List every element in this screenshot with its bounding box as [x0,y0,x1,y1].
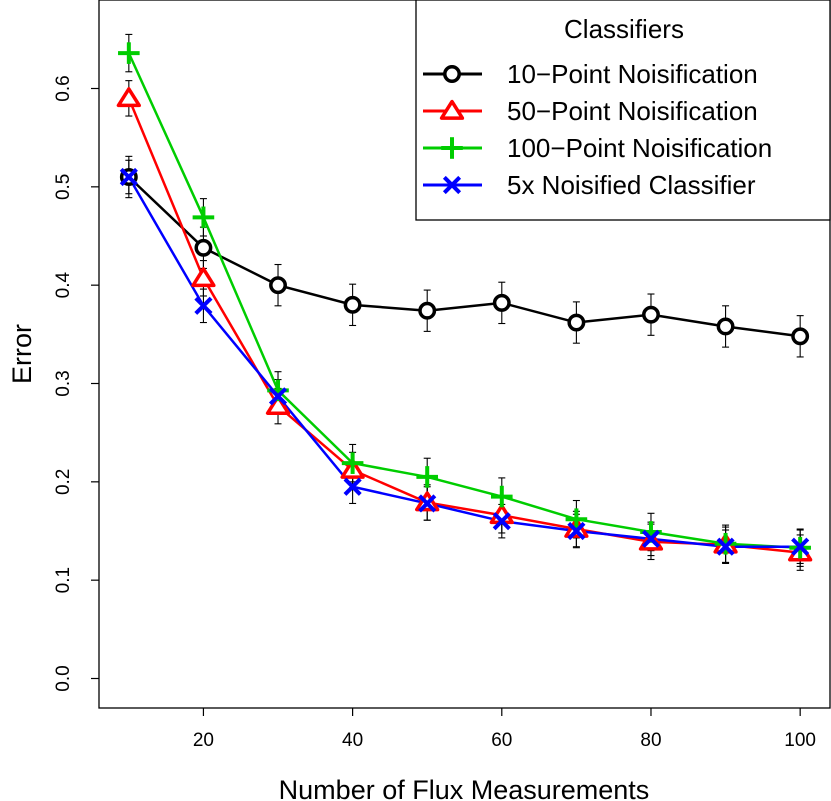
y-tick-label: 0.4 [53,272,74,299]
axes: 20 40 60 80 100 0.0 0.1 0.2 0.3 0.4 0.5 0.6 [53,75,816,751]
legend-label-100-point-noisification: 100−Point Noisification [507,133,772,163]
x-tick-label: 40 [342,730,363,751]
marker-circle [418,301,437,320]
point-100-point-noisification [192,206,215,229]
legend: Classifiers 10−Point Noisification 50−Poi… [415,0,831,221]
marker-circle [567,313,586,332]
point-50-point-noisification [116,87,141,108]
legend-item-100-point-noisification: 100−Point Noisification [423,133,772,163]
point-5x-noisified-classifier [567,521,586,541]
y-tick-label: 0.1 [53,567,74,593]
marker-x-b [567,521,586,541]
series-line-5x-noisified-classifier [127,176,801,548]
marker-circle [343,295,362,314]
series-line-100-point-noisification [127,52,801,549]
y-tick-label: 0.2 [53,469,74,495]
x-axis-label: Number of Flux Measurements [279,775,650,801]
marker-x-b [442,175,462,195]
legend-box [415,0,831,221]
point-10-point-noisification [269,276,287,295]
point-5x-noisified-classifier [343,477,362,496]
marker-x-b [716,537,735,556]
legend-item-50-point-noisification: 50−Point Noisification [423,96,758,126]
marker-x-b [119,167,138,187]
marker-x-b [641,529,661,548]
point-10-point-noisification [791,327,810,346]
point-100-point-noisification [341,452,364,474]
marker-circle [443,65,461,83]
point-5x-noisified-classifier [716,537,735,556]
plot-frame [98,0,831,709]
point-5x-noisified-classifier [268,387,288,406]
x-tick-label: 80 [640,730,661,751]
y-tick-label: 0.5 [53,174,74,200]
legend-marker-5x-noisified-classifier [442,175,462,195]
legend-marker-100-point-noisification [441,137,463,159]
y-tick-label: 0.0 [53,665,74,691]
marker-x-b [194,296,213,315]
y-axis-label: Error [7,324,37,384]
marker-x-b [418,494,437,513]
point-50-point-noisification [265,394,291,415]
x-tick-label: 60 [491,730,512,751]
point-5x-noisified-classifier [119,167,138,187]
point-5x-noisified-classifier [418,494,437,513]
point-100-point-noisification [118,42,140,64]
point-50-point-noisification [191,267,216,288]
point-5x-noisified-classifier [492,512,511,531]
x-tick-label: 20 [193,730,214,751]
legend-marker-50-point-noisification [439,99,465,120]
legend-title: Classifiers [564,14,684,44]
legend-label-5x-noisified-classifier: 5x Noisified Classifier [507,170,756,200]
series-markers [116,42,813,562]
marker-circle [194,238,213,257]
marker-triangle [191,267,216,288]
point-10-point-noisification [492,293,511,312]
point-100-point-noisification [416,466,439,488]
marker-x-b [791,537,810,556]
marker-x-b [268,387,288,406]
marker-circle [492,293,511,312]
legend-item-5x-noisified-classifier: 5x Noisified Classifier [423,170,756,200]
marker-x-b [492,512,511,531]
marker-triangle [265,394,291,415]
point-10-point-noisification [642,305,660,324]
y-tick-label: 0.3 [53,370,74,396]
marker-triangle [116,87,141,108]
point-10-point-noisification [716,317,735,336]
point-5x-noisified-classifier [194,296,213,315]
point-100-point-noisification [565,508,588,530]
point-10-point-noisification [194,238,213,257]
series-line-10-point-noisification [127,176,801,338]
point-100-point-noisification [714,532,737,555]
legend-entries: 10−Point Noisification 50−Point Noisifica… [423,59,772,200]
legend-label-10-point-noisification: 10−Point Noisification [507,59,758,89]
marker-circle [642,305,660,324]
marker-x-b [343,477,362,496]
marker-triangle [439,99,465,120]
marker-circle [716,317,735,336]
point-100-point-noisification [490,485,513,508]
legend-item-10-point-noisification: 10−Point Noisification [423,59,758,89]
point-10-point-noisification [567,313,586,332]
legend-label-50-point-noisification: 50−Point Noisification [507,96,758,126]
legend-marker-10-point-noisification [443,65,461,83]
point-5x-noisified-classifier [791,537,810,556]
point-10-point-noisification [343,295,362,314]
y-tick-label: 0.6 [53,75,74,101]
point-5x-noisified-classifier [641,529,661,548]
marker-circle [791,327,810,346]
marker-circle [269,276,287,295]
point-10-point-noisification [418,301,437,320]
x-tick-label: 100 [784,730,816,751]
series-lines [127,52,801,554]
